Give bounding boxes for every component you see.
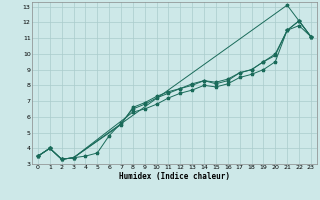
X-axis label: Humidex (Indice chaleur): Humidex (Indice chaleur) — [119, 172, 230, 181]
